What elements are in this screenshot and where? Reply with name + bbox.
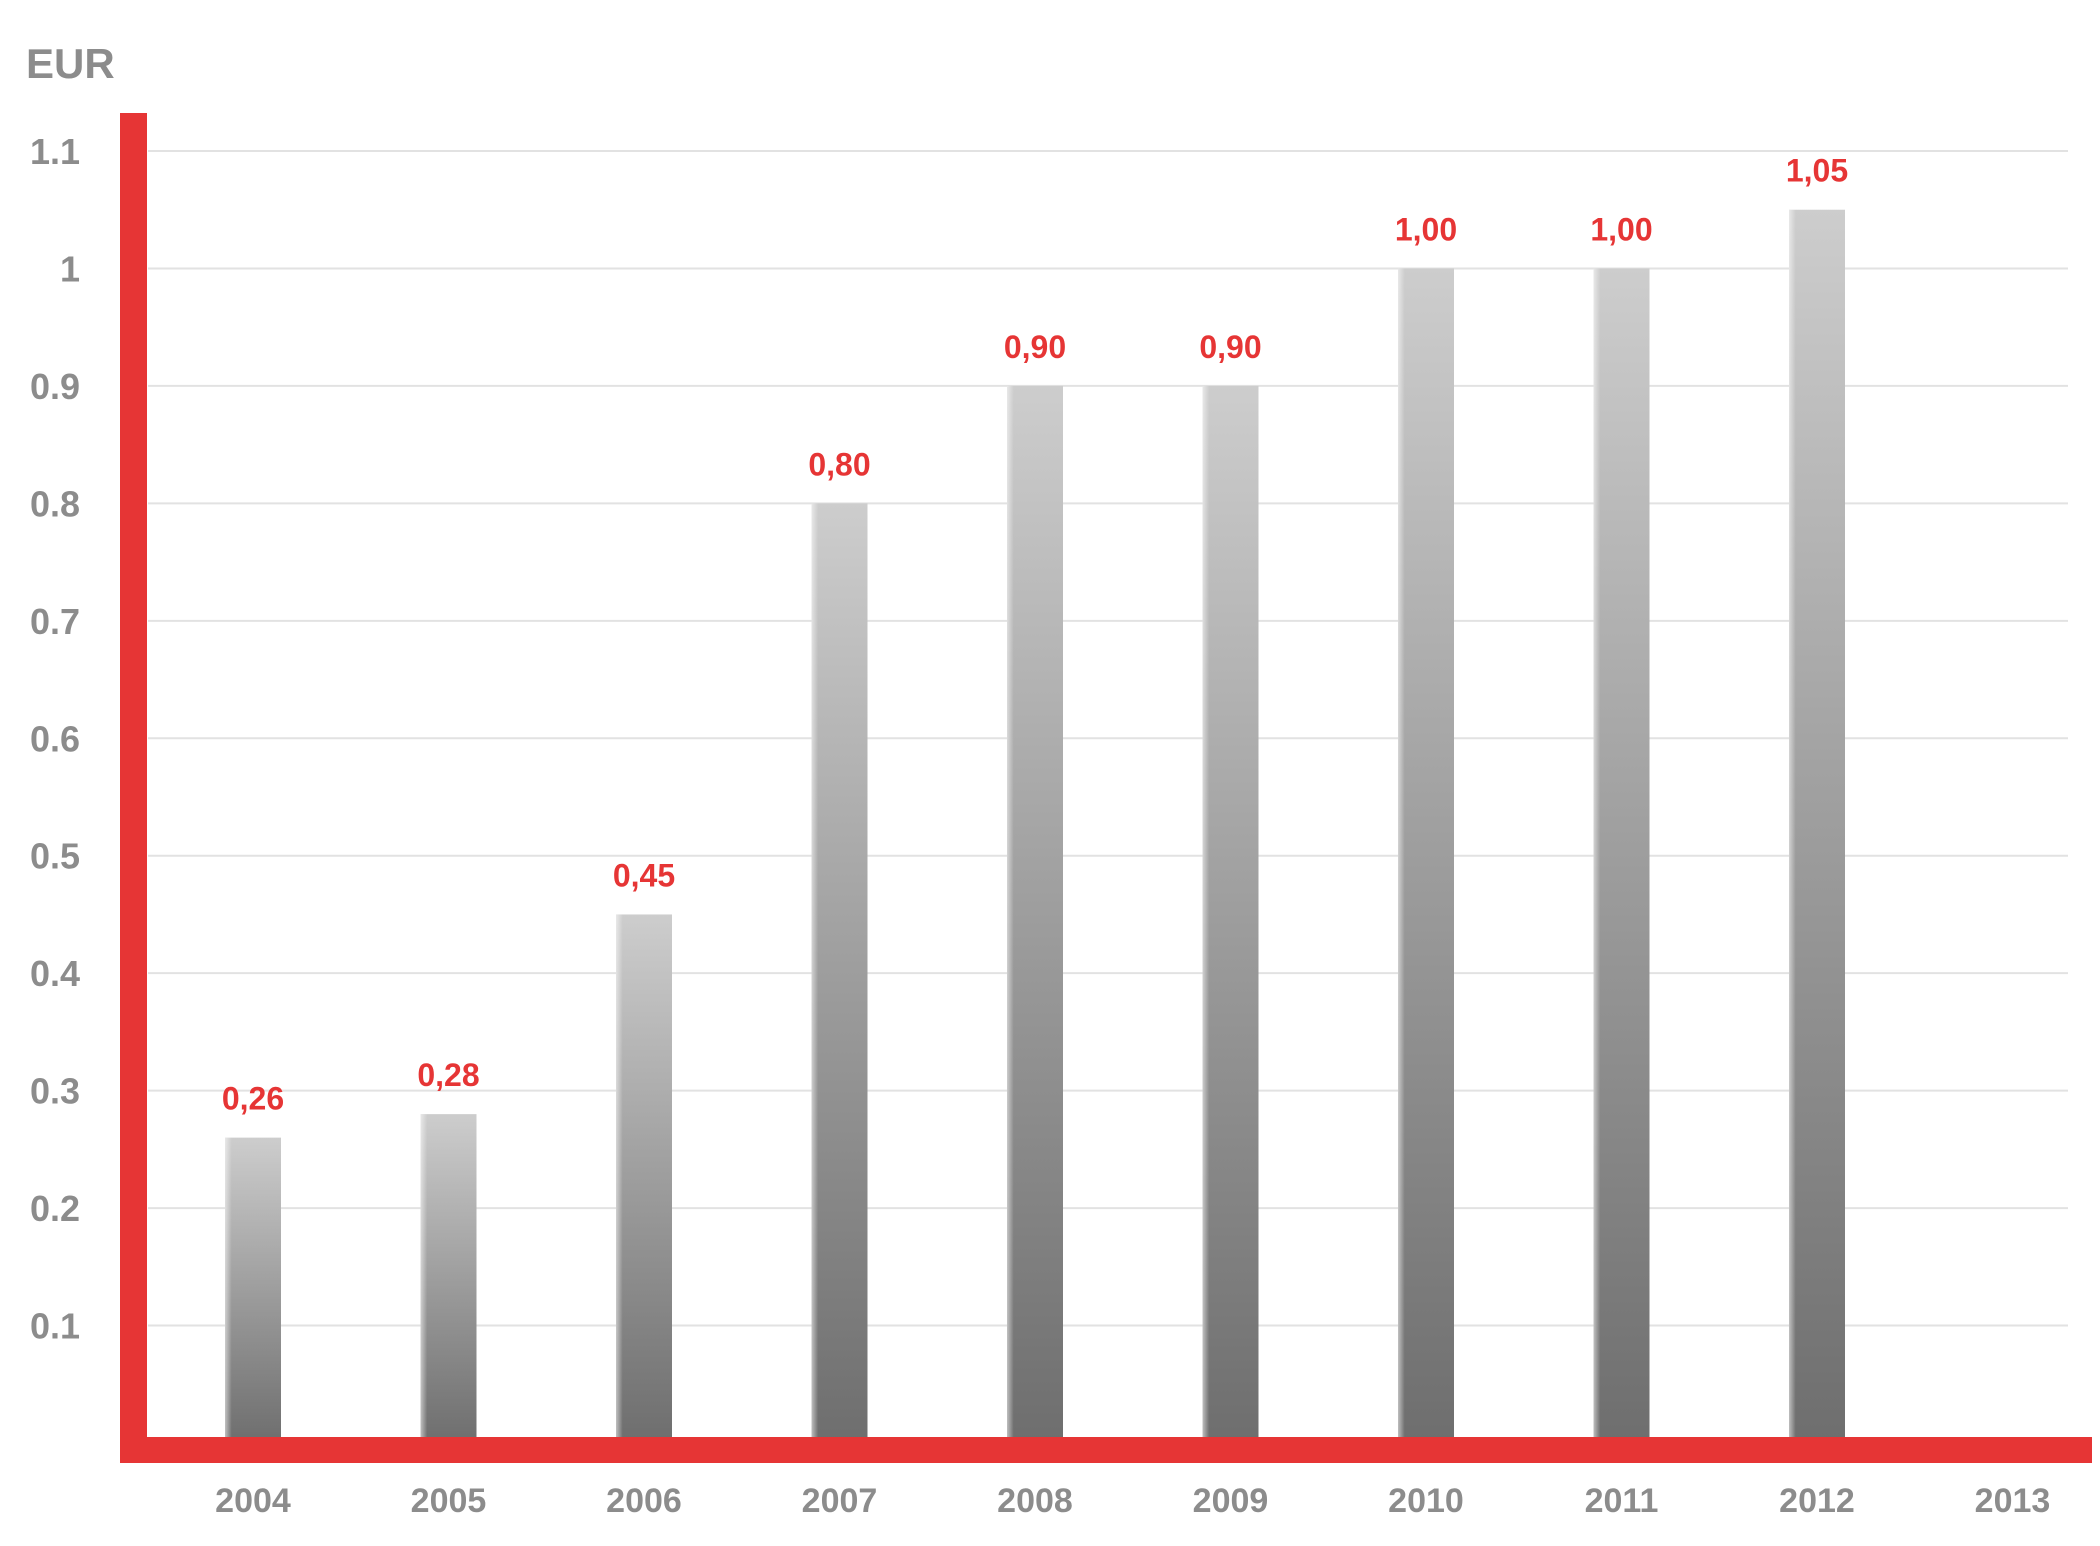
y-axis-ticks: 0.1 0.2 0.3 0.4 0.5 0.6 0.7 0.8 0.9 1 1.1 (30, 131, 80, 1347)
y-axis-unit-label: EUR (26, 40, 115, 87)
data-label: 0,90 (1199, 329, 1261, 365)
x-axis-line (120, 1437, 2092, 1463)
bar-highlight (811, 503, 868, 1443)
bar-highlight (1398, 268, 1454, 1443)
data-label: 1,00 (1590, 211, 1652, 247)
y-tick-label: 0.1 (30, 1306, 80, 1347)
y-tick-label: 1 (60, 248, 80, 289)
bar-highlight (1007, 385, 1063, 1444)
bar-highlight (616, 914, 672, 1443)
x-tick-label: 2006 (606, 1482, 682, 1520)
x-tick-label: 2012 (1779, 1482, 1855, 1520)
data-label: 0,26 (222, 1081, 284, 1117)
y-tick-label: 1.1 (30, 131, 80, 172)
x-tick-label: 2009 (1193, 1482, 1269, 1520)
bar-highlight (1789, 209, 1845, 1443)
data-labels: 0,26 0,28 0,45 0,80 0,90 0,90 1,00 1,00 1,05 (222, 153, 1848, 1117)
y-axis-line (120, 113, 147, 1463)
data-label: 1,05 (1786, 153, 1848, 189)
data-label: 0,45 (613, 857, 675, 893)
y-tick-label: 0.3 (30, 1071, 80, 1112)
bar-highlight (420, 1114, 477, 1443)
data-label: 0,90 (1004, 329, 1066, 365)
y-tick-label: 0.4 (30, 953, 80, 994)
y-tick-label: 0.7 (30, 601, 80, 642)
x-tick-label: 2011 (1585, 1482, 1659, 1520)
bar-highlight (1202, 385, 1259, 1444)
bar-highlight (225, 1137, 281, 1443)
data-label: 0,28 (417, 1057, 479, 1093)
x-tick-label: 2013 (1975, 1482, 2051, 1520)
bars (225, 209, 1845, 1444)
bar-highlight (1593, 268, 1650, 1443)
x-tick-label: 2010 (1388, 1482, 1464, 1520)
y-tick-label: 0.8 (30, 483, 80, 524)
y-tick-label: 0.9 (30, 366, 80, 407)
x-tick-label: 2005 (411, 1482, 487, 1520)
x-tick-label: 2008 (997, 1482, 1073, 1520)
y-tick-label: 0.2 (30, 1188, 80, 1229)
y-tick-label: 0.5 (30, 836, 80, 877)
data-label: 1,00 (1395, 211, 1457, 247)
axes (120, 113, 2092, 1463)
data-label: 0,80 (808, 446, 870, 482)
x-axis-ticks: 2004 2005 2006 2007 2008 2009 2010 2011 2012 2013 (215, 1482, 2050, 1520)
x-tick-label: 2007 (802, 1482, 878, 1520)
y-tick-label: 0.6 (30, 718, 80, 759)
x-tick-label: 2004 (215, 1482, 291, 1520)
